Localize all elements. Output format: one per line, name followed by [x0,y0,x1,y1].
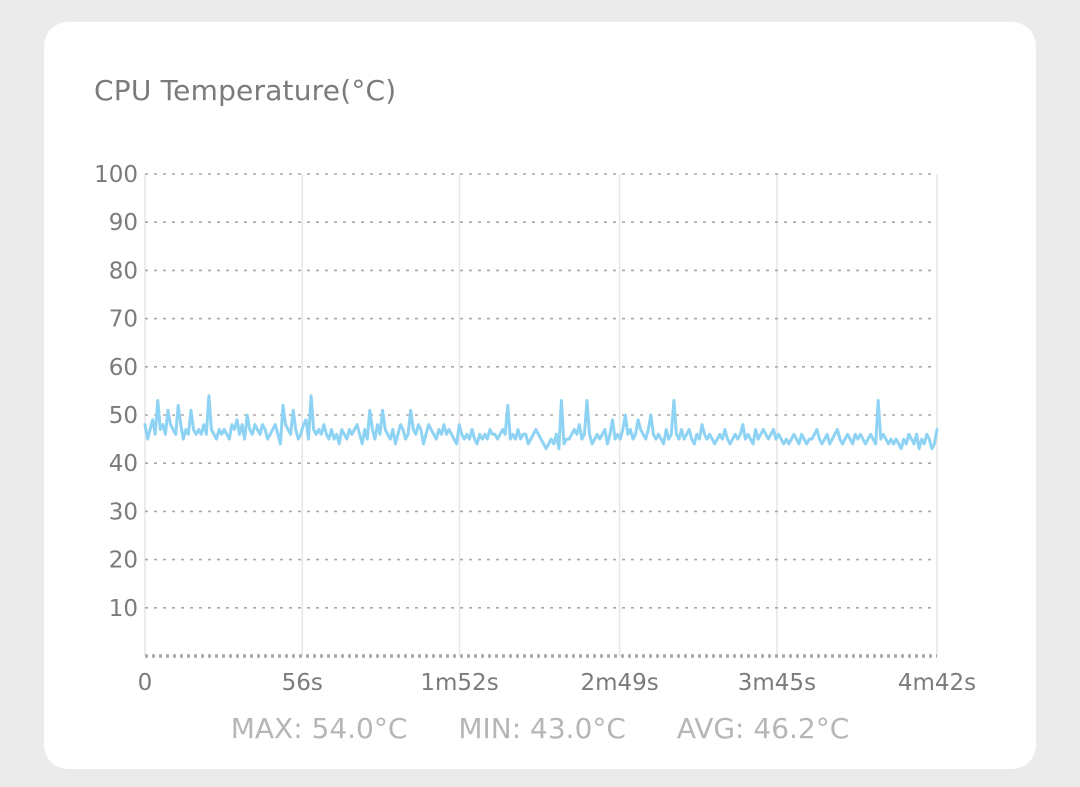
y-tick-label-60: 60 [109,355,138,381]
x-tick-label-1: 56s [282,670,323,696]
y-tick-label-90: 90 [109,210,138,236]
temperature-series-line-0 [143,394,939,451]
temperature-stats: MAX: 54.0°C MIN: 43.0°C AVG: 46.2°C [44,712,1036,745]
y-tick-label-20: 20 [109,548,138,574]
avg-temperature-stat: AVG: 46.2°C [676,712,850,745]
min-temperature-stat: MIN: 43.0°C [458,712,626,745]
x-tick-label-0: 0 [138,670,153,696]
y-tick-label-10: 10 [109,596,138,622]
x-tick-label-4: 3m45s [738,670,816,696]
y-tick-label-70: 70 [109,307,138,333]
cpu-temperature-card: CPU Temperature(°C) 10 20 30 40 50 60 70 80 90 10… [44,22,1036,769]
x-tick-label-2: 1m52s [420,670,498,696]
y-tick-label-80: 80 [109,258,138,284]
y-tick-label-30: 30 [109,499,138,525]
y-tick-label-100: 100 [94,162,138,188]
chart-title: CPU Temperature(°C) [94,74,397,107]
y-tick-label-40: 40 [109,451,138,477]
cpu-temperature-chart: 10 20 30 40 50 60 70 80 90 100 0 56s 1m52s 2m49s 3m45s… [94,162,976,696]
x-tick-label-5: 4m42s [898,670,976,696]
max-temperature-stat: MAX: 54.0°C [230,712,408,745]
x-tick-label-3: 2m49s [580,670,658,696]
y-tick-label-50: 50 [109,403,138,429]
